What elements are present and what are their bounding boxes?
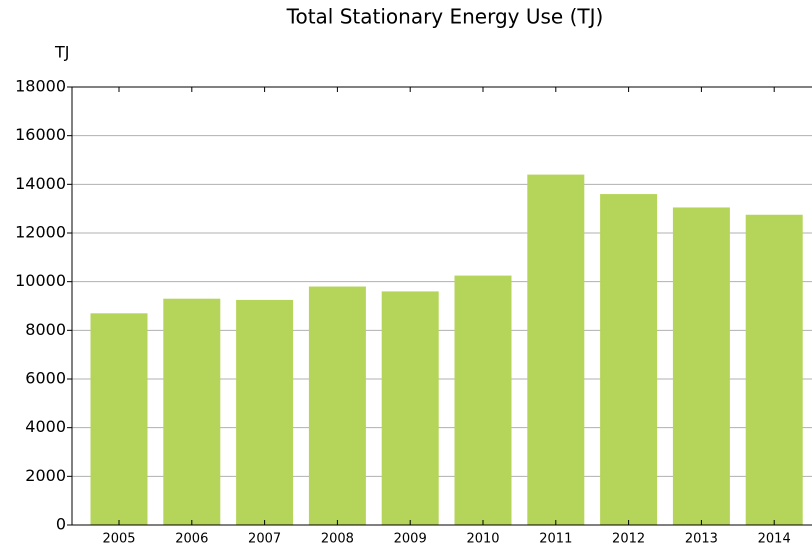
bar [308, 286, 366, 525]
y-tick-label: 14000 [15, 174, 66, 193]
x-tick-label: 2013 [685, 532, 718, 547]
x-tick-label: 2014 [758, 532, 791, 547]
bar [90, 313, 148, 525]
bar [600, 194, 658, 526]
bar [454, 275, 512, 525]
y-tick-label: 18000 [15, 77, 66, 96]
y-tick-label: 0 [56, 515, 66, 534]
chart-title: Total Stationary Energy Use (TJ) [286, 5, 604, 29]
x-tick-label: 2011 [539, 532, 572, 547]
x-tick-label: 2012 [612, 532, 645, 547]
y-tick-label: 12000 [15, 223, 66, 242]
y-tick-label: 2000 [25, 466, 66, 485]
y-tick-label: 6000 [25, 369, 66, 388]
bar [672, 207, 730, 525]
x-tick-label: 2006 [175, 532, 208, 547]
y-tick-label: 8000 [25, 320, 66, 339]
y-axis-label: TJ [54, 43, 70, 62]
y-tick-label: 4000 [25, 417, 66, 436]
y-tick-label: 10000 [15, 271, 66, 290]
bar [163, 298, 221, 525]
x-tick-label: 2010 [466, 532, 499, 547]
x-tick-label: 2007 [248, 532, 281, 547]
bar [236, 299, 294, 525]
y-tick-label: 16000 [15, 125, 66, 144]
x-tick-label: 2005 [102, 532, 135, 547]
bar [381, 291, 439, 525]
bar [527, 174, 585, 525]
x-tick-label: 2008 [321, 532, 354, 547]
bar [745, 214, 803, 525]
x-tick-label: 2009 [394, 532, 427, 547]
